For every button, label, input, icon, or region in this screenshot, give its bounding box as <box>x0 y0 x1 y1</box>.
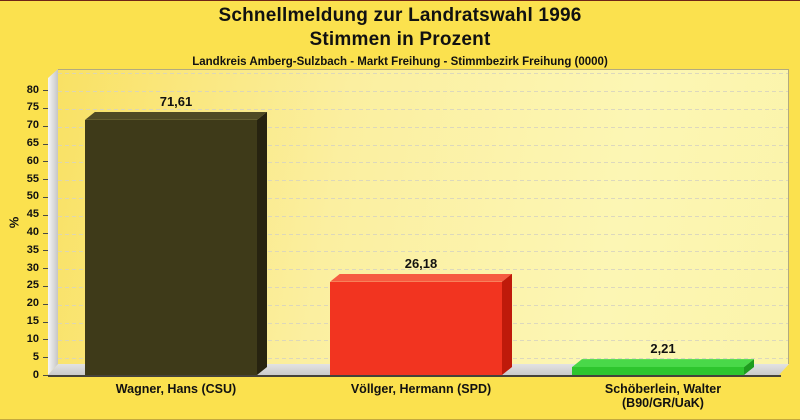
y-tick-label-55: 55 <box>26 172 39 185</box>
y-tick-mark-25 <box>43 285 48 287</box>
y-tick-label-15: 15 <box>26 315 39 328</box>
bar-b90: 2,21 <box>572 341 754 375</box>
bar-spd-side-face <box>502 274 512 375</box>
chart-title-line1: Schnellmeldung zur Landratswahl 1996 <box>218 5 582 26</box>
gridline-50 <box>58 197 788 199</box>
y-tick-mark-60 <box>43 161 48 163</box>
gridline-65 <box>58 144 788 146</box>
y-tick-mark-40 <box>43 232 48 234</box>
y-tick-mark-80 <box>43 90 48 91</box>
y-tick-label-80: 80 <box>26 83 39 96</box>
gridline-35 <box>58 251 788 253</box>
gridline-60 <box>58 162 788 164</box>
y-tick-label-40: 40 <box>26 226 39 238</box>
y-tick-label-35: 35 <box>26 243 39 256</box>
gridline-80 <box>58 91 788 92</box>
bar-b90-side-face <box>744 359 754 375</box>
y-tick-mark-5 <box>43 357 48 359</box>
bar-csu: 71,61 <box>85 94 267 375</box>
y-tick-mark-15 <box>43 321 48 323</box>
chart-header: Schnellmeldung zur Landratswahl 1996 Sti… <box>0 4 800 69</box>
gridline-40 <box>58 233 788 235</box>
gridline-55 <box>58 180 788 182</box>
bar-b90-value-label: 2,21 <box>650 341 676 357</box>
gridline-30 <box>58 269 788 271</box>
gridline-85 <box>58 73 788 75</box>
y-tick-label-20: 20 <box>26 297 39 310</box>
y-tick-label-50: 50 <box>26 190 39 203</box>
y-tick-mark-35 <box>43 250 48 252</box>
plot-floor-edge <box>48 375 781 377</box>
y-tick-label-25: 25 <box>26 279 39 292</box>
chart-subtitle: Landkreis Amberg-Sulzbach - Markt Freihu… <box>192 56 608 68</box>
bar-csu-value-label: 71,61 <box>159 93 193 109</box>
plot-area: 71,61 26,18 2,21 <box>48 69 789 377</box>
category-label-spd: Völlger, Hermann (SPD) <box>350 382 492 396</box>
y-tick-label-65: 65 <box>26 137 39 149</box>
category-label-b90: Schöberlein, Walter (B90/GR/UaK) <box>604 382 722 410</box>
category-label-csu: Wagner, Hans (CSU) <box>115 382 237 396</box>
plot-left-wall <box>48 69 58 375</box>
y-tick-label-70: 70 <box>26 119 39 132</box>
y-tick-label-30: 30 <box>26 261 39 274</box>
y-tick-mark-75 <box>43 107 48 109</box>
y-tick-label-60: 60 <box>26 154 39 167</box>
gridline-70 <box>58 126 788 128</box>
y-tick-mark-45 <box>43 214 48 216</box>
bar-csu-top-face <box>85 111 267 120</box>
chart-title-line2: Stimmen in Prozent <box>309 29 491 50</box>
y-axis: 0 5 10 15 20 25 30 35 40 45 50 55 60 65 70 75 80 <box>0 69 48 383</box>
y-tick-mark-30 <box>43 268 48 270</box>
y-tick-mark-0 <box>43 375 48 376</box>
y-tick-label-5: 5 <box>32 350 39 363</box>
bar-spd-value-label: 26,18 <box>404 255 438 271</box>
bar-b90-top-face <box>572 359 754 368</box>
y-tick-label-45: 45 <box>26 208 39 221</box>
gridline-75 <box>58 108 788 110</box>
y-tick-mark-70 <box>43 125 48 127</box>
y-tick-mark-55 <box>43 179 48 181</box>
y-tick-label-10: 10 <box>26 332 39 345</box>
bar-spd-top-face <box>330 273 512 282</box>
y-tick-mark-20 <box>43 303 48 305</box>
y-tick-mark-65 <box>43 143 48 145</box>
y-tick-mark-50 <box>43 196 48 198</box>
gridline-45 <box>58 215 788 217</box>
y-tick-label-0: 0 <box>32 368 39 381</box>
y-tick-mark-10 <box>43 339 48 341</box>
bar-spd: 26,18 <box>330 256 512 375</box>
bar-csu-side-face <box>257 112 267 375</box>
y-tick-label-75: 75 <box>26 101 39 114</box>
